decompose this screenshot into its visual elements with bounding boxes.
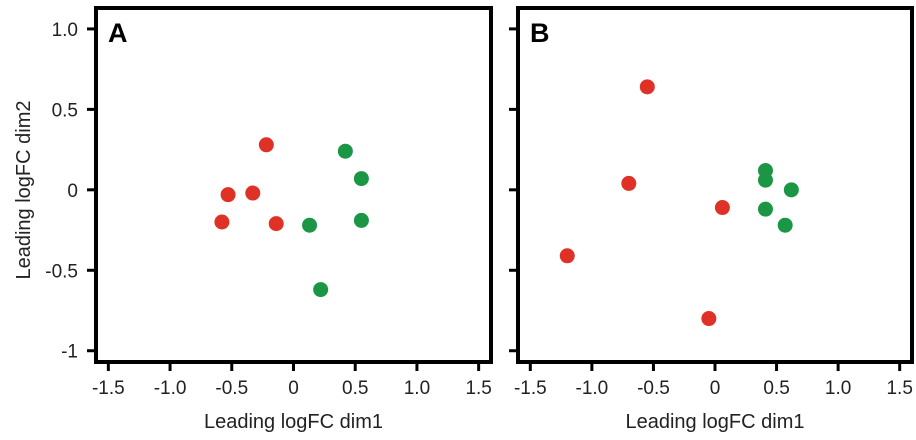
panel-letter: A bbox=[108, 18, 128, 48]
y-axis-label: Leading logFC dim2 bbox=[13, 101, 35, 280]
x-tick-label: 0 bbox=[710, 378, 721, 399]
data-point-red bbox=[701, 311, 717, 327]
data-point-green bbox=[757, 172, 773, 188]
data-point-red bbox=[258, 137, 274, 153]
x-tick-label: -1.5 bbox=[514, 378, 547, 399]
y-tick-label: -0.5 bbox=[45, 261, 78, 282]
y-tick-label: -1 bbox=[61, 342, 78, 363]
x-tick-label: -1.0 bbox=[576, 378, 609, 399]
x-tick-label: 1.0 bbox=[825, 378, 851, 399]
data-point-green bbox=[337, 143, 353, 159]
plot-frame bbox=[94, 6, 493, 364]
y-tick-label: 0 bbox=[67, 181, 78, 202]
x-tick-label: 1.0 bbox=[404, 378, 430, 399]
x-tick-label: -0.5 bbox=[215, 378, 248, 399]
data-point-red bbox=[214, 214, 230, 230]
data-point-green bbox=[353, 212, 369, 228]
x-tick-label: -0.5 bbox=[637, 378, 670, 399]
x-axis-label: Leading logFC dim1 bbox=[204, 411, 383, 433]
y-tick-label: 1.0 bbox=[52, 20, 78, 41]
data-point-green bbox=[313, 282, 329, 298]
data-point-red bbox=[621, 175, 637, 191]
data-point-red bbox=[639, 79, 655, 95]
panel-a: -1.5 -1.0 -0.5 0 0.5 1.0 1.5 1.0 0.5 0 -0.5 -1 Leadi… bbox=[45, 6, 493, 433]
data-point-red bbox=[245, 185, 261, 201]
data-point-red bbox=[220, 187, 236, 203]
data-point-green bbox=[783, 182, 799, 198]
x-tick-label: -1.0 bbox=[154, 378, 187, 399]
data-point-red bbox=[559, 248, 575, 264]
x-tick-label: -1.5 bbox=[92, 378, 125, 399]
data-point-red bbox=[268, 216, 284, 232]
panel-letter: B bbox=[530, 18, 550, 48]
x-axis-label: Leading logFC dim1 bbox=[626, 411, 805, 433]
x-tick-label: 0.5 bbox=[763, 378, 789, 399]
x-tick-label: 1.5 bbox=[886, 378, 912, 399]
plot-frame bbox=[516, 6, 914, 364]
data-point-red bbox=[714, 200, 730, 216]
x-tick-label: 0 bbox=[288, 378, 299, 399]
y-tick-label: 0.5 bbox=[52, 100, 78, 121]
data-point-green bbox=[757, 201, 773, 217]
data-point-green bbox=[353, 171, 369, 187]
x-tick-label: 1.5 bbox=[465, 378, 491, 399]
data-point-green bbox=[777, 217, 793, 233]
data-point-green bbox=[302, 217, 318, 233]
panel-b: -1.5 -1.0 -0.5 0 0.5 1.0 1.5 Leading logFC dim1… bbox=[509, 6, 914, 433]
x-tick-label: 0.5 bbox=[342, 378, 368, 399]
